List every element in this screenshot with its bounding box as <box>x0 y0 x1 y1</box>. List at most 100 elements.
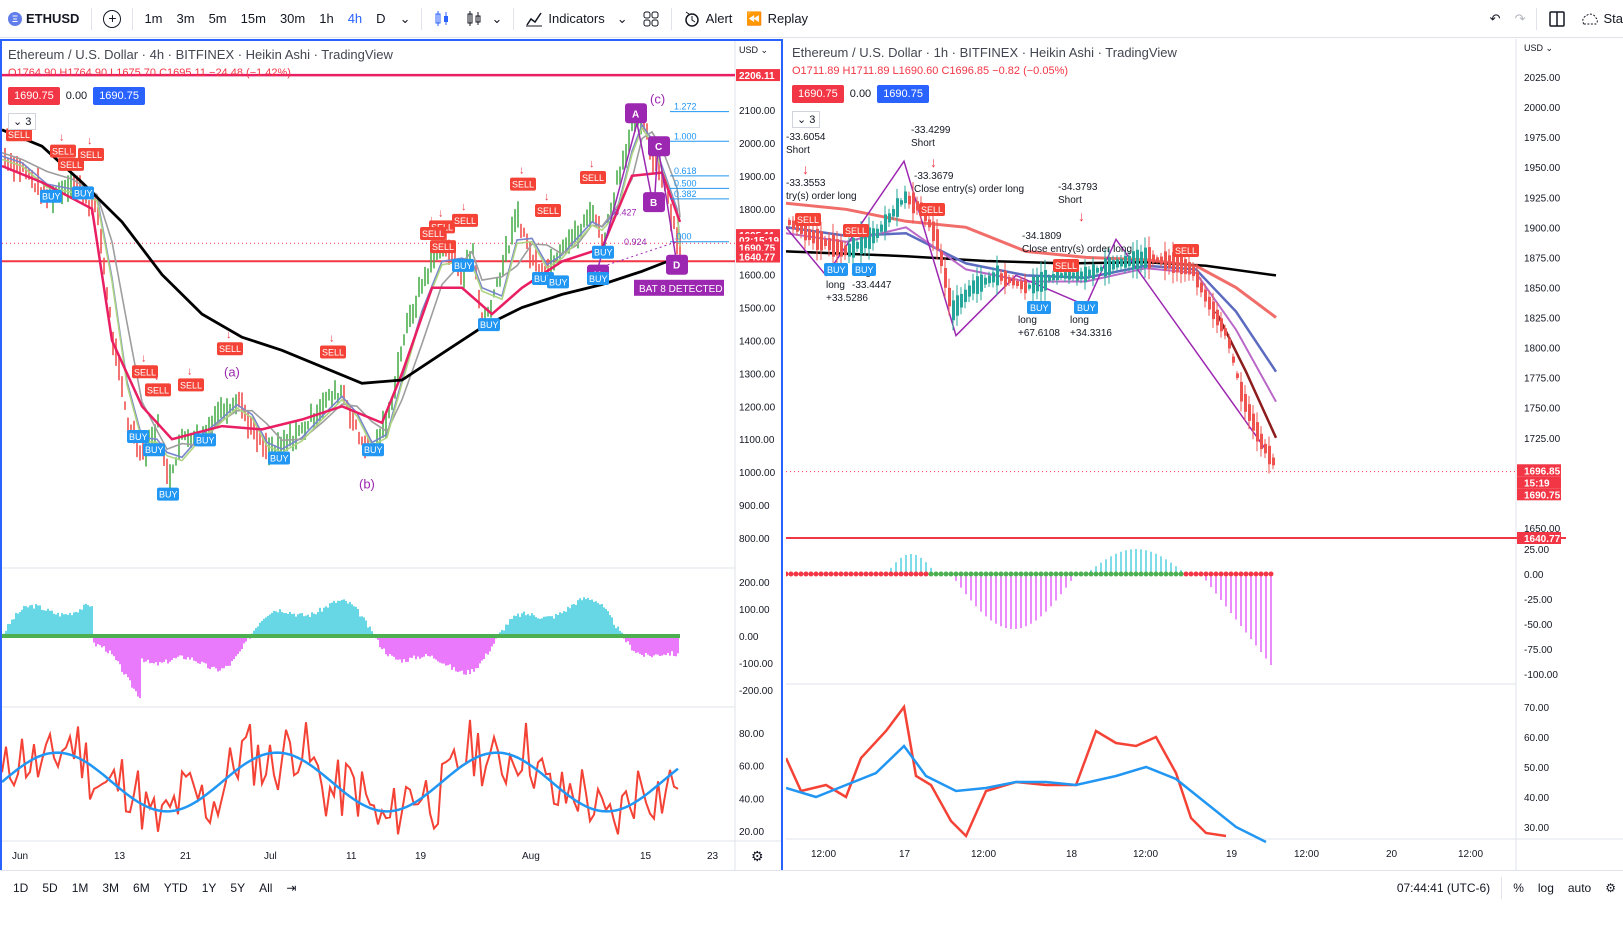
range-1d[interactable]: 1D <box>13 881 29 895</box>
range-1y[interactable]: 1Y <box>201 881 217 895</box>
zero-dot <box>933 571 939 577</box>
chart-panel-4h[interactable]: 1.272 1.000 0.618 0.500 0.382.000 0.427 0.924 … <box>0 39 783 898</box>
sell-signal <box>919 203 945 216</box>
time-axis[interactable]: 12:00 17 12:00 18 12:00 19 12:00 20 12:00 <box>811 849 1483 860</box>
compare-dates-button[interactable]: ⇥ <box>279 881 303 895</box>
sell-signal-label: SELL <box>1175 246 1197 256</box>
zero-dot <box>1253 571 1259 577</box>
alert-button[interactable]: Alert <box>676 0 740 38</box>
redo-button[interactable]: ↷ <box>1508 0 1533 38</box>
price-label-bg <box>1517 488 1561 501</box>
pattern-point-label: C <box>655 142 662 153</box>
bear-candle <box>828 238 831 251</box>
range-1m[interactable]: 1M <box>71 881 89 895</box>
bar-style-button[interactable]: ⌄ <box>458 0 509 38</box>
buy-price-button[interactable]: 1690.75 <box>877 85 929 103</box>
undo-button[interactable]: ↶ <box>1483 0 1508 38</box>
interval-dropdown[interactable]: ⌄ <box>393 0 418 38</box>
bull-candle <box>499 272 501 287</box>
bear-candle <box>1244 394 1247 412</box>
layout-button[interactable] <box>1541 0 1573 38</box>
bear-candle <box>1160 256 1163 264</box>
snapshot-button[interactable]: Sta <box>1573 0 1623 38</box>
bull-candle <box>1120 258 1123 267</box>
auto-toggle[interactable]: auto <box>1567 881 1592 895</box>
buy-price-button[interactable]: 1690.75 <box>93 87 145 105</box>
range-all[interactable]: All <box>259 881 273 895</box>
ema-black <box>2 128 681 385</box>
interval-1d[interactable]: D <box>376 11 386 26</box>
settings-button[interactable]: ⚙ <box>1598 881 1623 895</box>
price-axis[interactable]: USD ⌄ 2025.00 2000.00 1975.00 1950.00 1925.00… <box>1517 43 1561 834</box>
templates-button[interactable] <box>635 0 667 38</box>
bear-candle <box>259 428 261 445</box>
bull-candle <box>514 209 516 233</box>
bear-candle <box>265 432 267 460</box>
indicators-button[interactable]: Indicators ⌄ <box>518 0 634 38</box>
zero-dot <box>1053 571 1059 577</box>
bull-candle <box>505 236 507 262</box>
zero-dot <box>813 571 819 577</box>
clock[interactable]: 07:44:41 (UTC-6) <box>1396 881 1491 895</box>
buy-signal <box>268 451 290 465</box>
bear-candle <box>1204 289 1207 302</box>
time-axis[interactable]: Jun 13 21 Jul 11 19 Aug 15 23 ⚙ <box>12 848 764 864</box>
zero-dot <box>1188 571 1194 577</box>
log-toggle[interactable]: log <box>1537 881 1554 895</box>
interval-3m[interactable]: 3m <box>176 11 195 26</box>
buy-signal <box>362 443 384 457</box>
interval-1h[interactable]: 1h <box>319 11 334 26</box>
range-5y[interactable]: 5Y <box>230 881 246 895</box>
range-3m[interactable]: 3M <box>102 881 120 895</box>
annotation-text: -33.3679 <box>914 171 954 182</box>
sell-price-button[interactable]: 1690.75 <box>8 87 60 105</box>
pattern-label: BAT 8 DETECTED <box>639 284 723 295</box>
osc2-tick: 60.00 <box>1524 733 1549 744</box>
chart-style-button[interactable] <box>426 0 458 38</box>
time-tick: 19 <box>1226 849 1238 860</box>
bull-candle <box>334 380 336 400</box>
interval-30m[interactable]: 30m <box>279 11 306 26</box>
time-tick: 12:00 <box>1458 849 1483 860</box>
sell-price-button[interactable]: 1690.75 <box>792 85 844 103</box>
interval-1m[interactable]: 1m <box>144 11 163 26</box>
bear-candle <box>352 411 354 431</box>
ohlc-readout: O1711.89 H1711.89 L1690.60 C1696.85 −0.8… <box>792 65 1069 77</box>
indicators-icon <box>526 12 543 26</box>
separator <box>1501 877 1503 899</box>
bear-candle <box>127 417 129 433</box>
bull-candle <box>880 224 883 232</box>
zero-dot <box>978 571 984 577</box>
indicator-count-badge[interactable]: ⌄ 3 <box>792 111 821 128</box>
price-axis[interactable]: USD ⌄2100.002000.001900.001800.001700.00… <box>736 45 780 838</box>
zero-dot <box>928 571 934 577</box>
axis-unit: USD ⌄ <box>1524 43 1553 53</box>
percent-toggle[interactable]: % <box>1513 881 1524 895</box>
chart-panel-1h[interactable]: -33.6054 Short -33.3553 try(s) order long -3… <box>786 39 1623 898</box>
sell-signal-label: SELL <box>797 215 819 225</box>
interval-5m[interactable]: 5m <box>208 11 227 26</box>
zero-dot <box>858 571 864 577</box>
range-ytd[interactable]: YTD <box>163 881 188 895</box>
chevron-icon: ⌄ <box>13 116 23 128</box>
bear-candle <box>804 223 807 241</box>
symbol-search[interactable]: Ξ ETHUSD <box>0 11 87 26</box>
interval-4h[interactable]: 4h <box>347 11 363 26</box>
interval-15m[interactable]: 15m <box>240 11 266 26</box>
compare-button[interactable]: + <box>96 0 128 38</box>
bear-candle <box>816 228 819 250</box>
zero-dot <box>953 571 959 577</box>
range-6m[interactable]: 6M <box>133 881 150 895</box>
annotation-text: long <box>826 280 845 291</box>
chart-1h-canvas[interactable]: -33.6054 Short -33.3553 try(s) order long -3… <box>786 39 1623 898</box>
chart-4h-canvas[interactable]: 1.2721.0000.6180.5000.382.0000.4270.924 … <box>2 41 781 896</box>
range-5d[interactable]: 5D <box>42 881 58 895</box>
replay-button[interactable]: ⏪ Replay <box>739 0 815 38</box>
ema-pink <box>2 164 682 441</box>
indicator-count-badge[interactable]: ⌄ 3 <box>8 113 37 130</box>
buy-signal-label: BUY <box>594 248 613 258</box>
range-buttons: 1D 5D 1M 3M 6M YTD 1Y 5Y All <box>0 881 279 895</box>
bear-candle <box>1208 296 1211 310</box>
trade-box: 1690.75 0.00 1690.75 <box>792 85 929 103</box>
